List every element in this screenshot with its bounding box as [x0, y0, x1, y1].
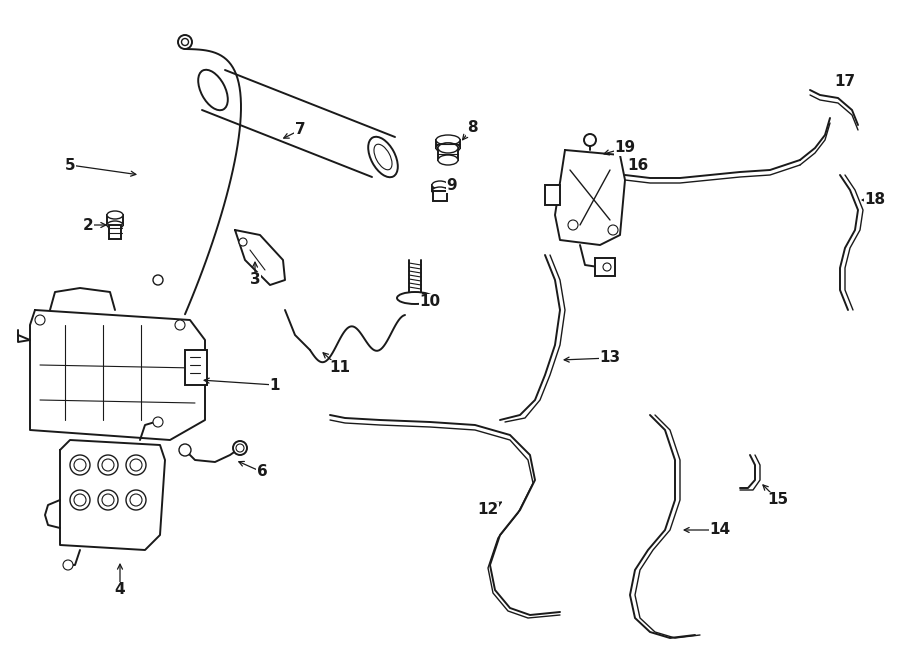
- Text: 7: 7: [294, 122, 305, 137]
- Ellipse shape: [198, 70, 228, 110]
- Text: 8: 8: [467, 120, 477, 136]
- Text: 3: 3: [249, 272, 260, 288]
- Circle shape: [74, 494, 86, 506]
- Circle shape: [63, 560, 73, 570]
- Circle shape: [126, 455, 146, 475]
- Ellipse shape: [432, 181, 448, 189]
- Circle shape: [98, 455, 118, 475]
- Bar: [185, 350, 207, 385]
- Bar: [109, 225, 121, 239]
- Text: 12: 12: [477, 502, 499, 518]
- Circle shape: [98, 490, 118, 510]
- Circle shape: [70, 455, 90, 475]
- Circle shape: [102, 494, 114, 506]
- Circle shape: [182, 38, 188, 46]
- Circle shape: [608, 225, 618, 235]
- Bar: [107, 215, 123, 225]
- Bar: [433, 191, 447, 201]
- Ellipse shape: [436, 135, 460, 145]
- Circle shape: [178, 35, 192, 49]
- Circle shape: [175, 320, 185, 330]
- Ellipse shape: [432, 187, 448, 195]
- Text: 9: 9: [446, 178, 457, 192]
- Text: 1: 1: [270, 377, 280, 393]
- Circle shape: [153, 417, 163, 427]
- Ellipse shape: [436, 143, 460, 153]
- Circle shape: [584, 134, 596, 146]
- Text: 18: 18: [864, 192, 886, 208]
- Ellipse shape: [107, 221, 123, 229]
- Bar: [436, 140, 460, 148]
- Ellipse shape: [438, 143, 458, 153]
- Text: 10: 10: [419, 295, 441, 309]
- Text: 5: 5: [65, 157, 76, 173]
- Text: 16: 16: [627, 157, 649, 173]
- Bar: [438, 148, 458, 160]
- Text: 13: 13: [599, 350, 621, 366]
- Ellipse shape: [368, 137, 398, 177]
- Text: 15: 15: [768, 492, 788, 508]
- Text: 2: 2: [83, 217, 94, 233]
- Ellipse shape: [397, 292, 433, 304]
- Circle shape: [74, 459, 86, 471]
- Ellipse shape: [438, 155, 458, 165]
- Text: 19: 19: [615, 141, 635, 155]
- Text: 6: 6: [256, 465, 267, 479]
- Circle shape: [35, 315, 45, 325]
- Circle shape: [179, 444, 191, 456]
- Circle shape: [233, 441, 247, 455]
- Circle shape: [603, 263, 611, 271]
- Bar: [545, 185, 560, 205]
- Bar: [432, 185, 448, 191]
- Circle shape: [130, 494, 142, 506]
- Circle shape: [126, 490, 146, 510]
- Circle shape: [236, 444, 244, 452]
- Bar: [595, 258, 615, 276]
- Circle shape: [70, 490, 90, 510]
- Text: 17: 17: [834, 75, 856, 89]
- Ellipse shape: [374, 144, 392, 170]
- Circle shape: [130, 459, 142, 471]
- Circle shape: [153, 275, 163, 285]
- Text: 11: 11: [329, 360, 350, 375]
- Text: 14: 14: [709, 522, 731, 537]
- Text: 4: 4: [114, 582, 125, 598]
- Circle shape: [568, 220, 578, 230]
- Circle shape: [239, 238, 247, 246]
- Circle shape: [102, 459, 114, 471]
- Ellipse shape: [107, 211, 123, 219]
